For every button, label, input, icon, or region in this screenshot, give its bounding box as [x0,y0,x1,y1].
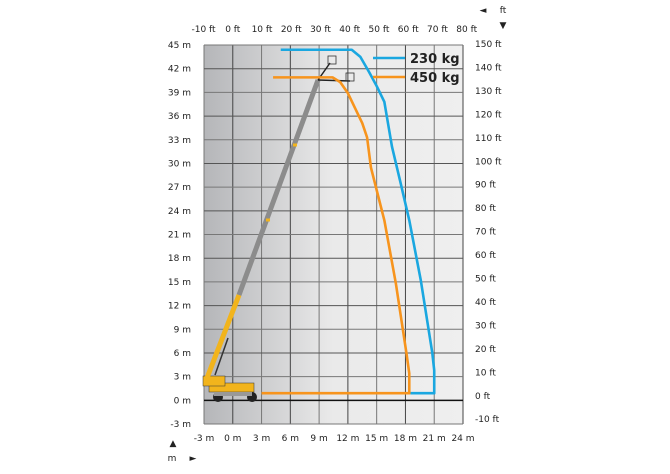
y-tick-label-ft: 110 ft [475,134,502,144]
x-tick-label-ft: 80 ft [456,25,477,35]
arrow-right-icon: ► [190,454,197,464]
y-tick-label-ft: 140 ft [475,63,502,73]
ft-unit-label: ft [500,6,507,16]
x-tick-label-m: 21 m [423,434,446,444]
x-tick-label-ft: 70 ft [427,25,448,35]
y-tick-label-ft: 40 ft [475,298,496,308]
y-tick-label-m: 36 m [168,112,191,122]
arrow-down-icon: ▼ [500,21,507,31]
x-tick-label-ft: 60 ft [398,25,419,35]
y-tick-label-m: 9 m [174,325,191,335]
x-tick-label-m: 18 m [394,434,417,444]
series-line-450kg [261,76,411,395]
x-tick-label-m: 24 m [451,434,474,444]
legend-label: 230 kg [410,52,460,67]
x-tick-label-m: 3 m [253,434,270,444]
legend: 230 kg 450 kg [373,52,460,86]
x-tick-label-ft: 40 ft [339,25,360,35]
y-tick-label-m: 15 m [168,278,191,288]
m-unit-label: m [168,454,177,464]
y-tick-label-ft: 0 ft [475,392,491,402]
x-tick-label-ft: -10 ft [191,25,216,35]
legend-label: 450 kg [410,71,460,86]
y-tick-label-ft: 30 ft [475,321,496,331]
series-lines [261,48,436,395]
x-tick-label-m: 9 m [310,434,327,444]
y-tick-label-m: -3 m [170,420,191,430]
y-tick-label-m: 3 m [174,373,191,383]
axis-unit-marks: ◄ ft ▼ ▲ m ► [168,6,507,464]
x-tick-label-m: 15 m [365,434,388,444]
arrow-up-icon: ▲ [170,439,177,449]
y-tick-label-ft: 70 ft [475,228,496,238]
y-tick-label-ft: 130 ft [475,87,502,97]
y-tick-label-ft: 80 ft [475,204,496,214]
y-tick-label-m: 27 m [168,183,191,193]
y-tick-label-ft: 50 ft [475,275,496,285]
y-tick-label-m: 0 m [174,396,191,406]
x-tick-label-ft: 20 ft [281,25,302,35]
y-tick-label-m: 39 m [168,88,191,98]
y-tick-label-ft: 10 ft [475,368,496,378]
x-tick-label-m: 12 m [336,434,359,444]
y-tick-label-ft: 100 ft [475,157,502,167]
y-tick-label-m: 30 m [168,159,191,169]
y-tick-label-m: 45 m [168,41,191,51]
y-tick-label-ft: -10 ft [475,415,500,425]
series-line-230kg [280,48,436,395]
y-tick-label-m: 21 m [168,231,191,241]
y-tick-label-ft: 90 ft [475,181,496,191]
x-tick-label-ft: 0 ft [225,25,241,35]
y-tick-label-m: 18 m [168,254,191,264]
y-tick-label-m: 33 m [168,136,191,146]
x-tick-label-m: -3 m [194,434,215,444]
y-tick-label-ft: 150 ft [475,40,502,50]
x-tick-label-ft: 50 ft [369,25,390,35]
crane-illustration [202,55,355,402]
grid [203,44,464,425]
y-tick-label-ft: 60 ft [475,251,496,261]
x-tick-label-m: 0 m [224,434,241,444]
x-tick-label-ft: 30 ft [310,25,331,35]
y-tick-label-m: 24 m [168,207,191,217]
y-tick-label-m: 6 m [174,349,191,359]
x-tick-label-m: 6 m [282,434,299,444]
y-tick-label-ft: 120 ft [475,110,502,120]
y-tick-label-m: 42 m [168,65,191,75]
y-tick-label-m: 12 m [168,302,191,312]
y-tick-label-ft: 20 ft [475,345,496,355]
arrow-left-icon: ◄ [480,6,487,16]
x-tick-label-ft: 10 ft [252,25,273,35]
